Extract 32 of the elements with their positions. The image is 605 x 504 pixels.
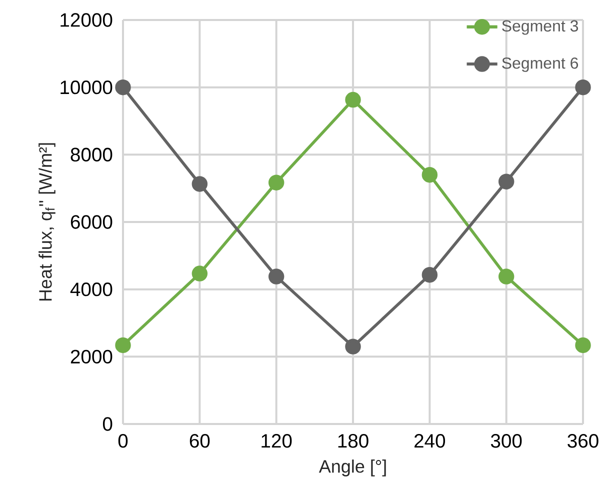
point	[345, 338, 361, 354]
point	[268, 174, 284, 190]
x-tick-label: 180	[338, 434, 368, 448]
y-tick-label: 0	[102, 417, 112, 431]
x-tick-label: 120	[262, 434, 292, 448]
point	[422, 266, 438, 283]
point	[115, 79, 131, 96]
x-tick-label: 60	[190, 434, 210, 448]
y-axis-title: Heat flux, q$_{f}$'' [W/m²]	[38, 143, 56, 301]
point	[115, 337, 131, 354]
point	[192, 176, 208, 192]
x-tick-label: 300	[490, 434, 522, 448]
point	[575, 79, 591, 96]
point	[345, 92, 361, 108]
x-axis-title: Angle [°]	[318, 460, 386, 476]
x-tick-label: 360	[568, 434, 598, 448]
x-tick-label: 0	[118, 434, 128, 448]
point	[268, 268, 284, 284]
point	[498, 174, 514, 190]
y-tick-label: 4000	[70, 282, 112, 296]
y-tick-label: 12000	[60, 13, 112, 27]
point	[422, 166, 438, 183]
point	[498, 268, 514, 284]
point	[192, 266, 208, 282]
y-tick-label: 8000	[70, 148, 112, 162]
y-tick-label: 6000	[70, 215, 112, 229]
legend-label: Segment 6	[502, 57, 578, 72]
y-tick-label: 10000	[60, 80, 112, 94]
point	[575, 337, 591, 354]
legend-label: Segment 3	[502, 20, 578, 35]
y-tick-label: 2000	[70, 350, 112, 364]
x-tick-label: 240	[414, 434, 446, 448]
